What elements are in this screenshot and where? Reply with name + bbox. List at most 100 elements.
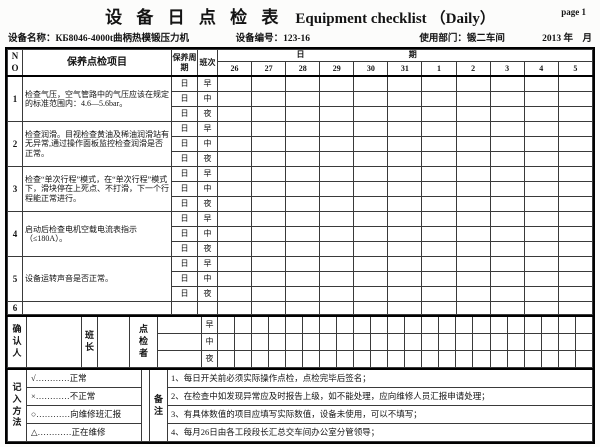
check-cell — [387, 151, 423, 167]
check-cell — [523, 211, 559, 227]
check-cell — [319, 106, 355, 122]
check-cell — [387, 211, 423, 227]
legend-entry-abnormal: ×…………不正常 — [26, 387, 142, 406]
legend-section: 记入方法 √…………正常 备注 1、每日开关前必须实际操作点检，点检完毕后签名；… — [7, 368, 593, 442]
check-cell — [523, 256, 559, 272]
check-cell — [285, 75, 321, 92]
remarks-label: 备注 — [149, 368, 168, 442]
check-cell — [353, 91, 389, 107]
signature-cell — [506, 315, 525, 334]
signature-cell — [285, 333, 304, 351]
shift-label: 早 — [201, 315, 218, 334]
date-col: 5 — [557, 61, 594, 77]
check-cell — [557, 121, 594, 137]
signature-cell — [234, 350, 253, 368]
signature-cell — [251, 315, 270, 334]
signature-cell — [268, 333, 287, 351]
item-column-header: 保养点检项目 — [22, 49, 172, 77]
check-cell — [319, 121, 355, 137]
check-cell — [523, 136, 559, 152]
item-text: 检查“单次行程”模式，在“单次行程”模式下，滑块停在上死点、不打滑，下一个行程能… — [22, 166, 172, 212]
signature-cell — [455, 333, 474, 351]
signature-cell — [557, 333, 576, 351]
shift-label: 中 — [197, 181, 218, 197]
check-cell — [455, 271, 491, 287]
signature-cell — [574, 333, 594, 351]
check-cell — [387, 241, 423, 257]
spacer-cell — [141, 368, 150, 442]
check-cell — [455, 211, 491, 227]
signature-cell — [540, 333, 559, 351]
check-cell — [489, 106, 525, 122]
check-cell — [421, 196, 457, 212]
check-cell — [353, 256, 389, 272]
item-number: 6 — [7, 301, 23, 315]
remark-note-3: 3、有具体数值的项目应填写实际数值，设备未使用，可以不填写； — [167, 405, 593, 424]
check-cell — [455, 91, 491, 107]
check-cell — [421, 241, 457, 257]
signature-cell — [404, 350, 423, 368]
check-cell — [216, 286, 253, 302]
cycle-label: 日 — [171, 226, 198, 242]
check-cell — [319, 196, 355, 212]
signature-cell — [319, 333, 338, 351]
signature-cell — [438, 350, 457, 368]
check-cell — [421, 211, 457, 227]
signature-cell — [319, 315, 338, 334]
item-row-2: 2 检查润滑。目视检查黄油及稀油润滑站有无异常,通过操作面板监控检查润滑是否正常… — [7, 121, 594, 167]
check-cell — [216, 211, 253, 227]
using-department: 使用部门：锻二车间 — [419, 34, 505, 44]
check-cell — [216, 136, 253, 152]
check-cell — [421, 166, 457, 182]
shift-label: 中 — [197, 226, 218, 242]
date-header-left: 日 — [296, 50, 305, 60]
signature-cell — [319, 350, 338, 368]
cycle-label: 日 — [171, 91, 198, 107]
signature-cell — [455, 350, 474, 368]
check-cell — [319, 211, 355, 227]
check-cell — [455, 75, 491, 92]
check-cell — [251, 151, 287, 167]
check-cell — [387, 256, 423, 272]
signature-cell — [302, 315, 321, 334]
check-cell — [421, 271, 457, 287]
item-number: 2 — [7, 121, 23, 167]
signature-cell — [472, 315, 491, 334]
check-cell — [216, 196, 253, 212]
item-row-5: 5 设备运转声音是否正常。 日 早 日 中 日 夜 — [7, 256, 594, 302]
shift-label: 夜 — [197, 196, 218, 212]
check-cell — [353, 136, 389, 152]
check-cell — [421, 75, 457, 92]
shift-label: 中 — [197, 271, 218, 287]
check-cell — [523, 271, 559, 287]
check-cell — [455, 151, 491, 167]
form-title-en: Equipment checklist — [295, 11, 427, 27]
signature-cell — [353, 350, 372, 368]
check-cell — [557, 106, 594, 122]
check-cell — [489, 256, 525, 272]
blank-cell — [157, 333, 202, 351]
check-cell — [251, 166, 287, 182]
legend-entry-report: ○…………向维修班汇报 — [26, 405, 142, 424]
check-cell — [216, 151, 253, 167]
check-cell — [557, 181, 594, 197]
check-cell — [353, 75, 389, 92]
check-cell — [557, 166, 594, 182]
signature-cell — [506, 350, 525, 368]
confirmer-label: 确认人 — [7, 315, 27, 368]
check-cell — [421, 106, 457, 122]
monitor-label: 班长 — [81, 315, 98, 368]
check-cell — [523, 301, 559, 315]
date-numbers-row: 26 27 28 29 30 31 1 2 3 4 5 — [8, 61, 594, 77]
remark-note-2: 2、在检查中如发现异常应及时报告上级，如不能处理，应向维修人员汇报申请处理； — [167, 387, 593, 406]
signature-cell — [472, 350, 491, 368]
signature-cell — [523, 315, 542, 334]
check-cell — [353, 241, 389, 257]
item-number: 3 — [7, 166, 23, 212]
check-cell — [216, 241, 253, 257]
check-cell — [387, 196, 423, 212]
check-cell — [387, 166, 423, 182]
item-text: 启动后检查电机空载电流表指示（≤180A）。 — [22, 211, 172, 257]
legend-entry-repairing: △…………正在维修 — [26, 423, 142, 442]
check-cell — [285, 106, 321, 122]
